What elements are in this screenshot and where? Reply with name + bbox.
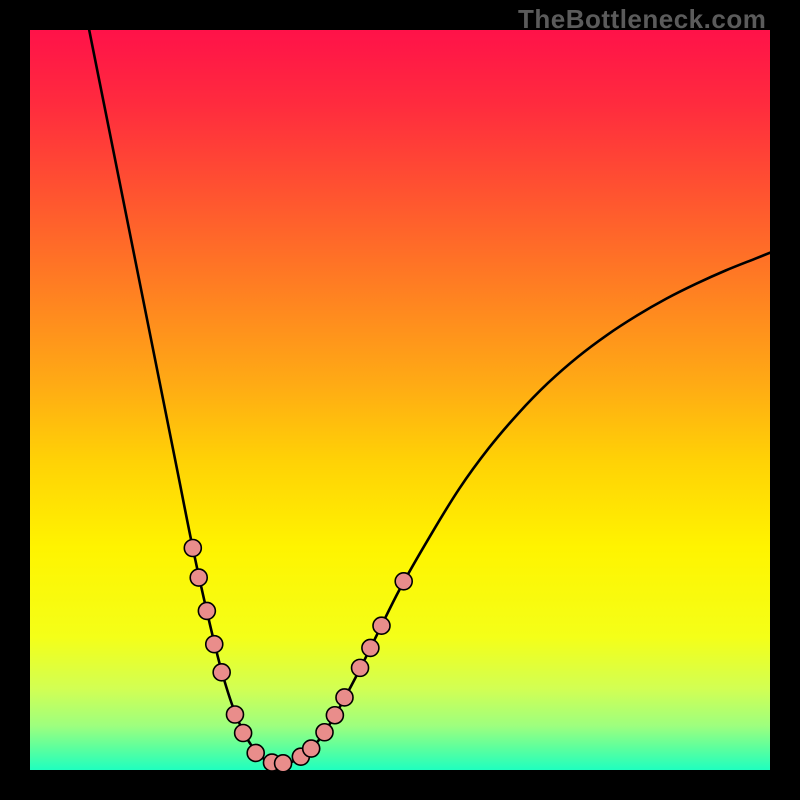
data-marker: [362, 639, 379, 656]
data-marker: [395, 573, 412, 590]
data-marker: [275, 755, 292, 772]
plot-background: [30, 30, 770, 770]
data-marker: [373, 617, 390, 634]
data-marker: [303, 740, 320, 757]
data-marker: [198, 602, 215, 619]
data-marker: [226, 706, 243, 723]
data-marker: [336, 689, 353, 706]
data-marker: [235, 725, 252, 742]
data-marker: [213, 664, 230, 681]
data-marker: [326, 707, 343, 724]
chart-svg: [0, 0, 800, 800]
watermark-text: TheBottleneck.com: [518, 4, 766, 35]
data-marker: [316, 724, 333, 741]
data-marker: [352, 659, 369, 676]
data-marker: [206, 636, 223, 653]
data-marker: [247, 744, 264, 761]
chart-frame: TheBottleneck.com: [0, 0, 800, 800]
data-marker: [190, 569, 207, 586]
data-marker: [184, 540, 201, 557]
